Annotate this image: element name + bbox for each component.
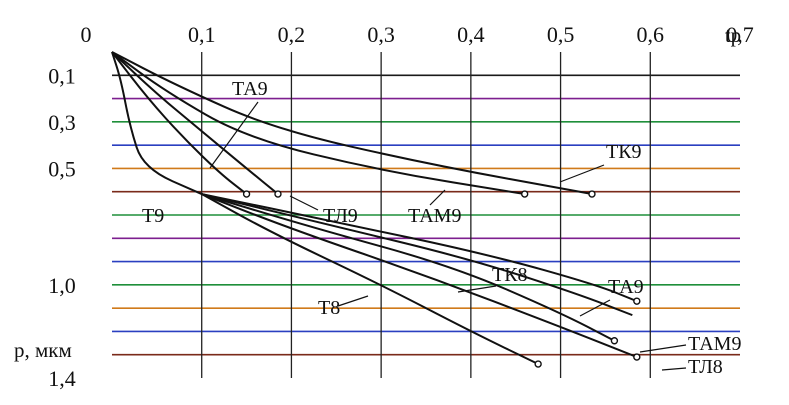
- label-leader-line: [579, 299, 611, 317]
- series-line: [201, 193, 615, 342]
- series-label: Т8: [318, 297, 340, 319]
- series-line: [111, 51, 203, 195]
- series-line: [111, 51, 248, 195]
- series-line: [201, 193, 638, 303]
- label-leader-line: [639, 344, 687, 353]
- label-leader-line: [429, 189, 446, 206]
- x-tick-labels: 0 0,1 0,2 0,3 0,4 0,5 0,6 0,7: [81, 22, 754, 47]
- series-line: [201, 193, 539, 365]
- series-end-marker: [588, 190, 596, 198]
- series-line: [111, 51, 279, 195]
- label-leader-line: [289, 195, 319, 211]
- label-leader-line: [457, 285, 497, 293]
- y-tick-label: 0,3: [48, 110, 76, 135]
- series-end-marker: [633, 297, 641, 305]
- series-label: ТЛ9: [323, 205, 358, 227]
- series-line: [201, 193, 633, 317]
- y-tick-label: 0,5: [48, 156, 76, 181]
- series-label: Т9: [142, 205, 164, 227]
- label-leader-line: [661, 367, 687, 371]
- series-label: ТА9: [608, 276, 644, 298]
- series-lines: [111, 51, 638, 365]
- endpoint-markers: [242, 190, 641, 368]
- label-leaders: [209, 101, 687, 371]
- x-tick-label: 0,1: [188, 22, 216, 47]
- series-line: [201, 193, 638, 358]
- series-line: [111, 51, 593, 196]
- x-tick-label: 0,2: [278, 22, 306, 47]
- x-axis-title: tp: [725, 23, 741, 47]
- series-label: ТА9: [232, 78, 268, 100]
- x-tick-label: 0,7: [726, 22, 754, 47]
- series-end-marker: [274, 190, 282, 198]
- y-tick-label: 1,0: [48, 273, 76, 298]
- x-tick-label: 0,4: [457, 22, 485, 47]
- label-leader-line: [209, 101, 259, 169]
- y-axis-title: p, мкм: [14, 338, 72, 362]
- series-label: ТАМ9: [408, 205, 461, 227]
- y-tick-labels: 0,1 0,3 0,5 1,0 1,4: [48, 63, 76, 391]
- label-leader-line: [337, 295, 369, 307]
- series-label: ТАМ9: [688, 333, 741, 355]
- series-end-marker: [520, 190, 529, 198]
- x-tick-label: 0,5: [547, 22, 575, 47]
- x-tick-label: 0,3: [367, 22, 395, 47]
- x-tick-label: 0,6: [637, 22, 665, 47]
- x-tick-label: 0: [81, 22, 92, 47]
- series-end-marker: [242, 190, 251, 198]
- series-label: ТЛ8: [688, 356, 723, 378]
- series-label: ТК8: [492, 264, 528, 286]
- vertical-gridlines: [201, 52, 651, 378]
- series-end-marker: [633, 353, 641, 361]
- y-tick-label: 1,4: [48, 366, 76, 391]
- series-label: ТК9: [606, 141, 642, 163]
- y-tick-label: 0,1: [48, 63, 76, 88]
- series-line: [111, 51, 525, 196]
- series-end-marker: [534, 360, 542, 368]
- series-end-marker: [610, 337, 619, 345]
- label-leader-line: [559, 164, 605, 183]
